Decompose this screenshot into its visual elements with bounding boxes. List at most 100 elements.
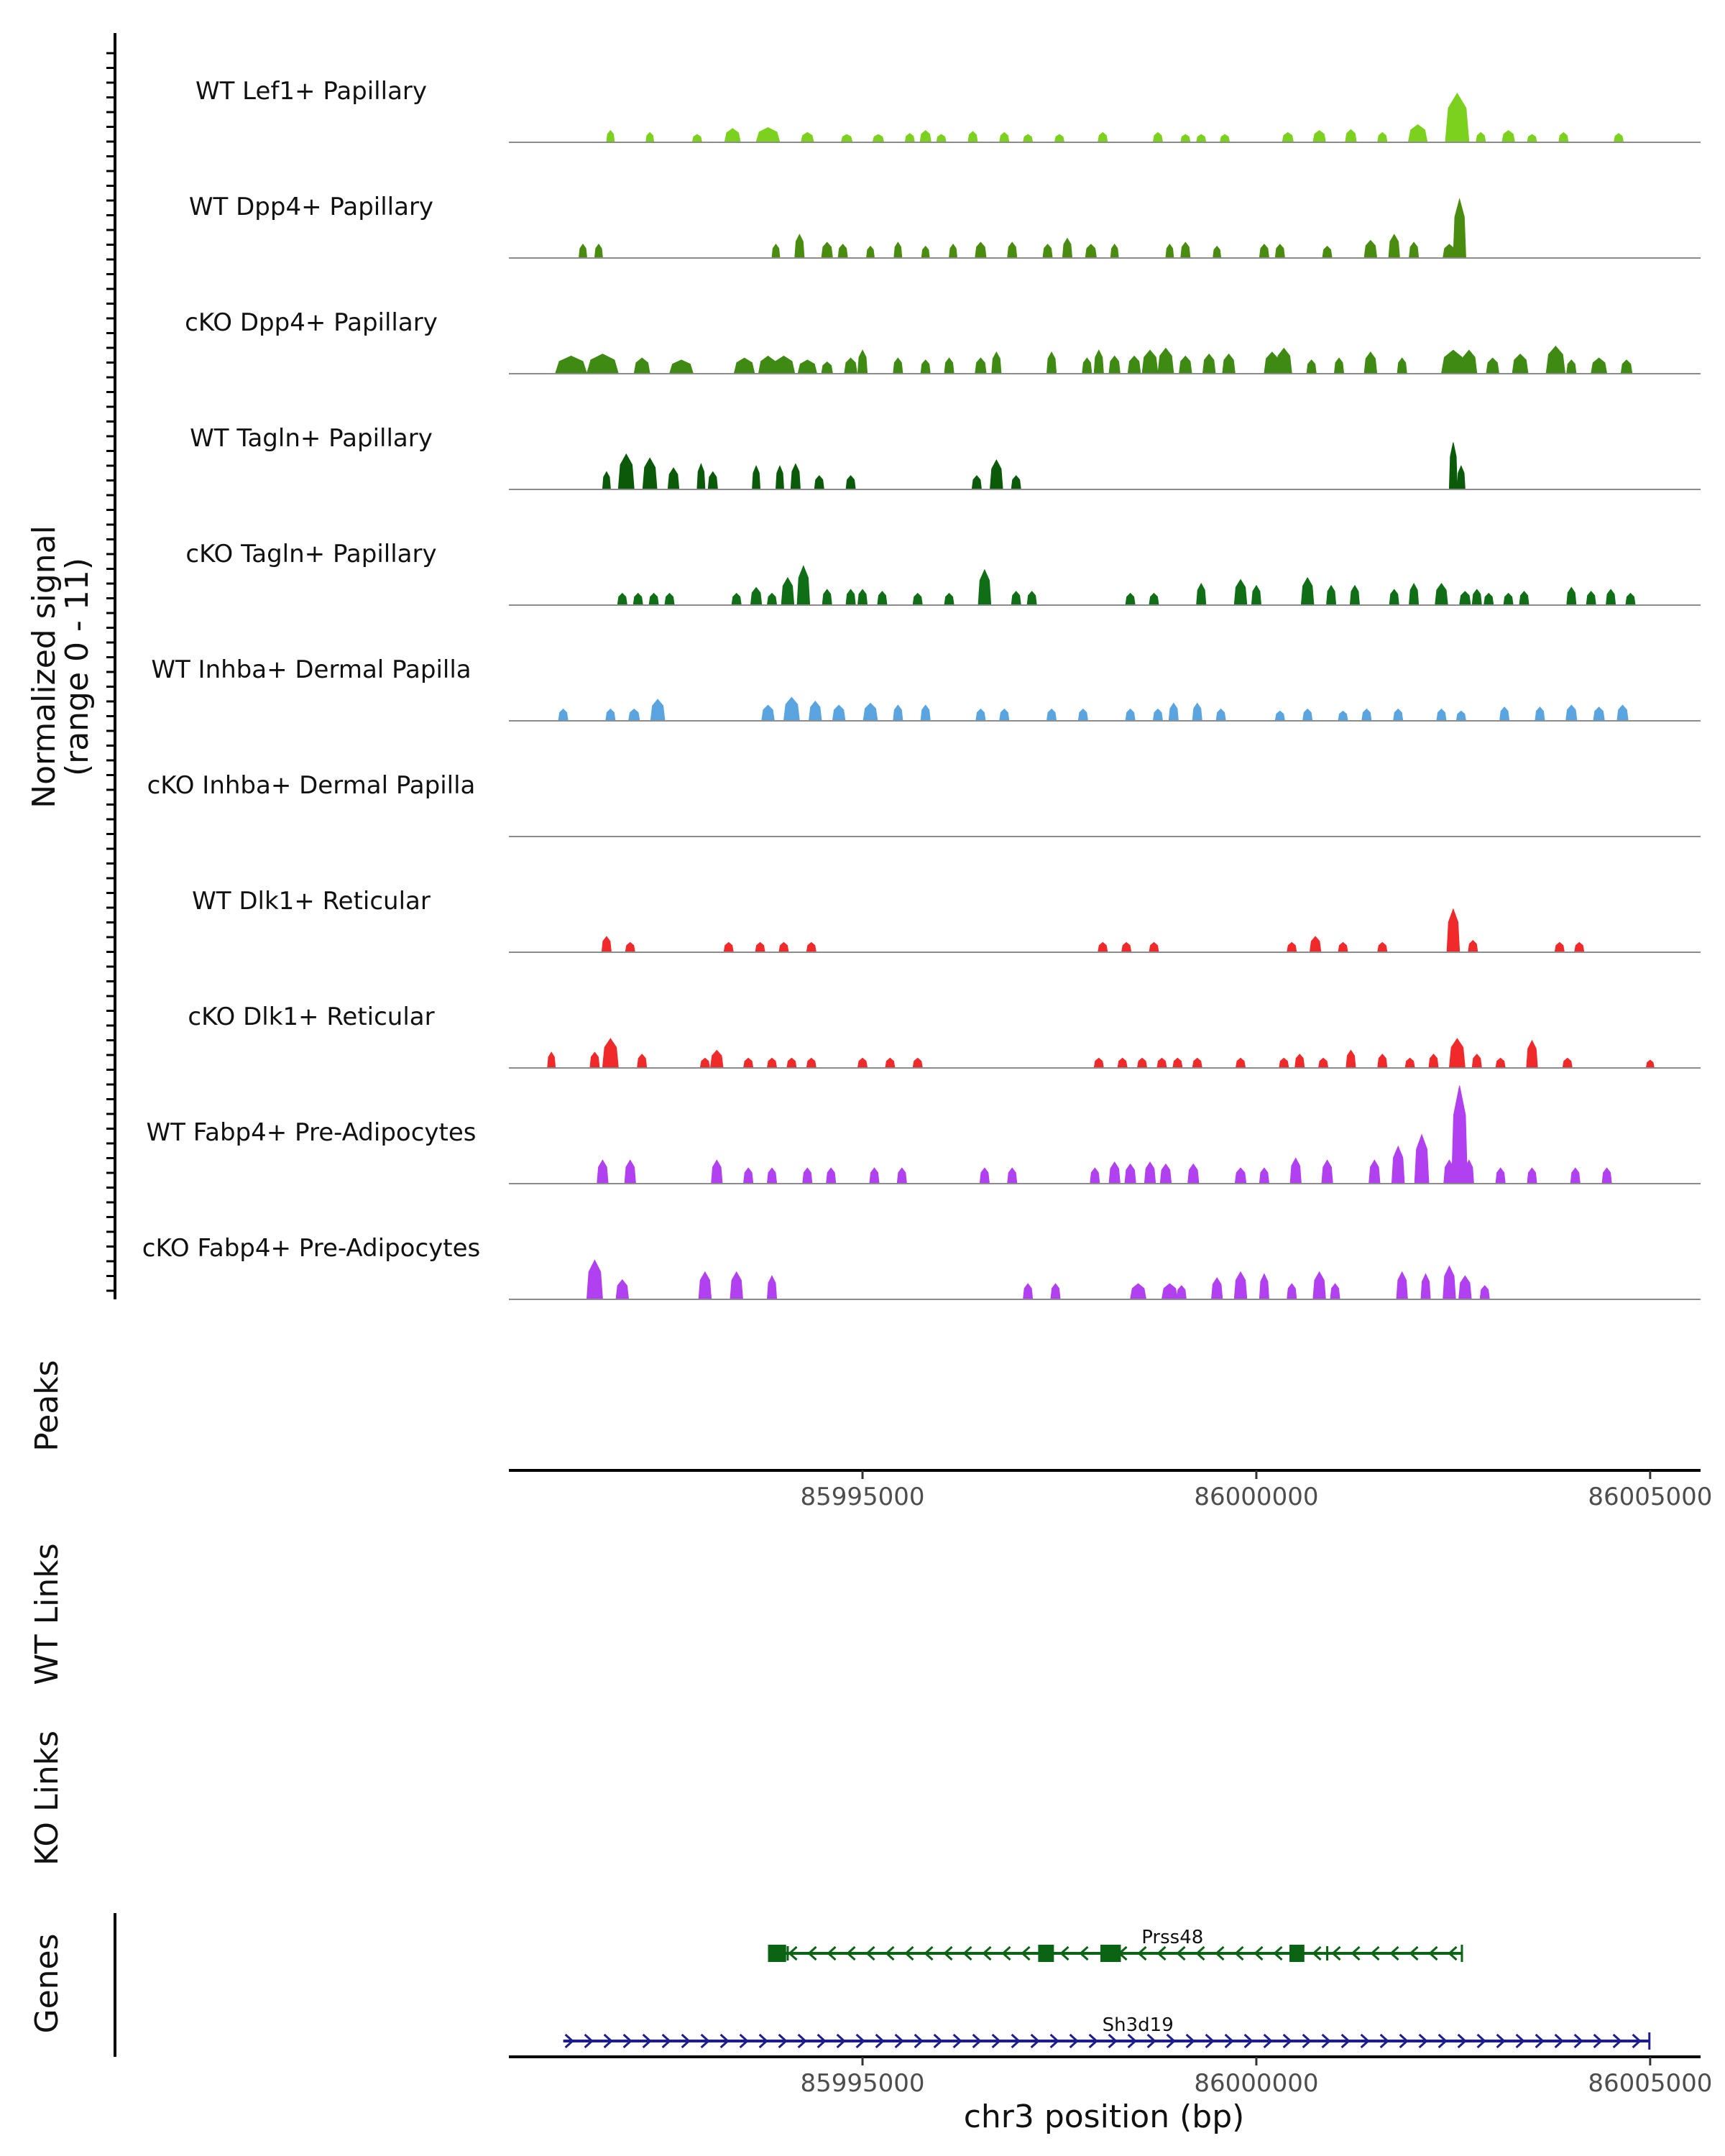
coverage-peak [936,134,947,143]
coverage-peak [806,941,816,953]
strand-arrow [661,2033,671,2049]
gene-model: Sh3d19 [563,2014,1651,2050]
coverage-peak [691,134,703,143]
coverage-track: WT Tagln+ Papillary [190,424,1701,490]
strand-arrow [642,2033,652,2049]
strand-arrow [904,1945,914,1961]
strand-arrow [1573,2033,1583,2049]
strand-arrow [1554,2033,1564,2049]
coverage-peak [761,704,775,722]
coverage-peak [1330,1283,1340,1300]
strand-arrow [807,1945,817,1961]
coverage-peak [1180,241,1191,259]
coverage-peak [826,1167,837,1184]
coverage-peak [1446,908,1460,953]
coverage-peak [778,941,789,953]
coverage-tracks: WT Lef1+ Papillary WT Dpp4+ Papillary cKO … [142,77,1701,1300]
coverage-peak [1149,941,1159,953]
coverage-peak [1363,351,1378,374]
strand-arrow [1108,2033,1118,2049]
coverage-peak [1098,941,1108,953]
coverage-peak [832,704,846,722]
coverage-peak [1287,1283,1297,1300]
coverage-peak [1616,704,1629,722]
coverage-peak [1011,591,1021,606]
strand-arrow [1340,2033,1351,2049]
coverage-peak [1124,1163,1136,1184]
strand-arrow [827,1945,837,1961]
coverage-peak [865,245,875,259]
coverage-peak [1279,1057,1289,1069]
coverage-peak [1309,936,1322,953]
coverage-peak [709,1049,724,1069]
coverage-peak [1495,1167,1506,1184]
x-axis-lower: 85995000 86000000 86005000 [509,2055,1712,2098]
coverage-peak [1023,1283,1034,1300]
coverage-peak [1396,1271,1408,1300]
coverage-peak [1007,241,1018,259]
coverage-peak [1098,132,1108,143]
strand-arrow [1079,1945,1089,1961]
coverage-peak [999,132,1010,143]
strand-arrow [1515,2033,1525,2049]
coverage-peak [1460,349,1478,374]
coverage-peak [844,357,857,374]
coverage-peak [707,471,718,490]
strand-arrow [1156,1945,1167,1961]
coverage-peak [1499,706,1510,722]
coverage-peak [1471,1054,1482,1069]
coverage-peak [1233,1271,1248,1300]
strand-arrow [1011,2033,1021,2049]
genes-track: Genes Prss48 Sh3d19 [29,1913,1651,2057]
coverage-peak [723,941,734,953]
x-axis-tick-label: 85995000 [800,1483,924,1511]
coverage-peak [869,1167,880,1184]
coverage-peak [822,589,832,606]
coverage-peak [1476,132,1486,143]
coverage-peak [766,1057,778,1069]
coverage-peak [1121,941,1132,953]
strand-arrow [1254,1945,1264,1961]
coverage-peak [1445,92,1470,143]
coverage-peak [752,464,761,490]
coverage-peak [594,244,603,259]
coverage-peak [1136,1057,1148,1069]
coverage-track-label: cKO Dpp4+ Papillary [185,308,438,337]
coverage-peak [786,1057,797,1069]
gene-exon [1038,1945,1054,1962]
strand-arrow [1282,2033,1292,2049]
coverage-peak [979,1167,990,1184]
coverage-track: WT Dlk1+ Reticular [192,887,1701,953]
coverage-peak [1289,1157,1302,1184]
coverage-peak [1420,1273,1431,1300]
coverage-peak [1503,592,1514,606]
coverage-track-label: WT Fabp4+ Pre-Adipocytes [147,1118,477,1147]
coverage-peak [1414,1133,1430,1184]
coverage-track: cKO Tagln+ Papillary [185,540,1701,606]
coverage-peak [904,133,915,143]
coverage-peak [912,592,923,606]
coverage-peak [1527,1167,1537,1184]
coverage-peak [1545,346,1566,374]
coverage-peak [1130,1283,1147,1300]
strand-arrow [962,1945,972,1961]
coverage-peak [1022,134,1034,143]
coverage-peak [648,592,659,606]
strand-arrow [797,2033,807,2049]
coverage-peak [1322,245,1333,259]
strand-arrow [1263,2033,1273,2049]
strand-arrow [584,2033,594,2049]
strand-arrow [1069,2033,1079,2049]
coverage-peak [1149,592,1159,606]
coverage-peak [699,1057,711,1069]
coverage-peak [1085,244,1098,259]
coverage-peak [1436,708,1447,722]
coverage-peak [862,702,878,722]
x-axis-tick-label: 85995000 [800,2069,924,2098]
coverage-peak [711,1159,723,1184]
coverage-peak [1213,245,1222,259]
coverage-peak [802,1167,813,1184]
strand-arrow [1360,2033,1370,2049]
coverage-peak [698,1271,712,1300]
